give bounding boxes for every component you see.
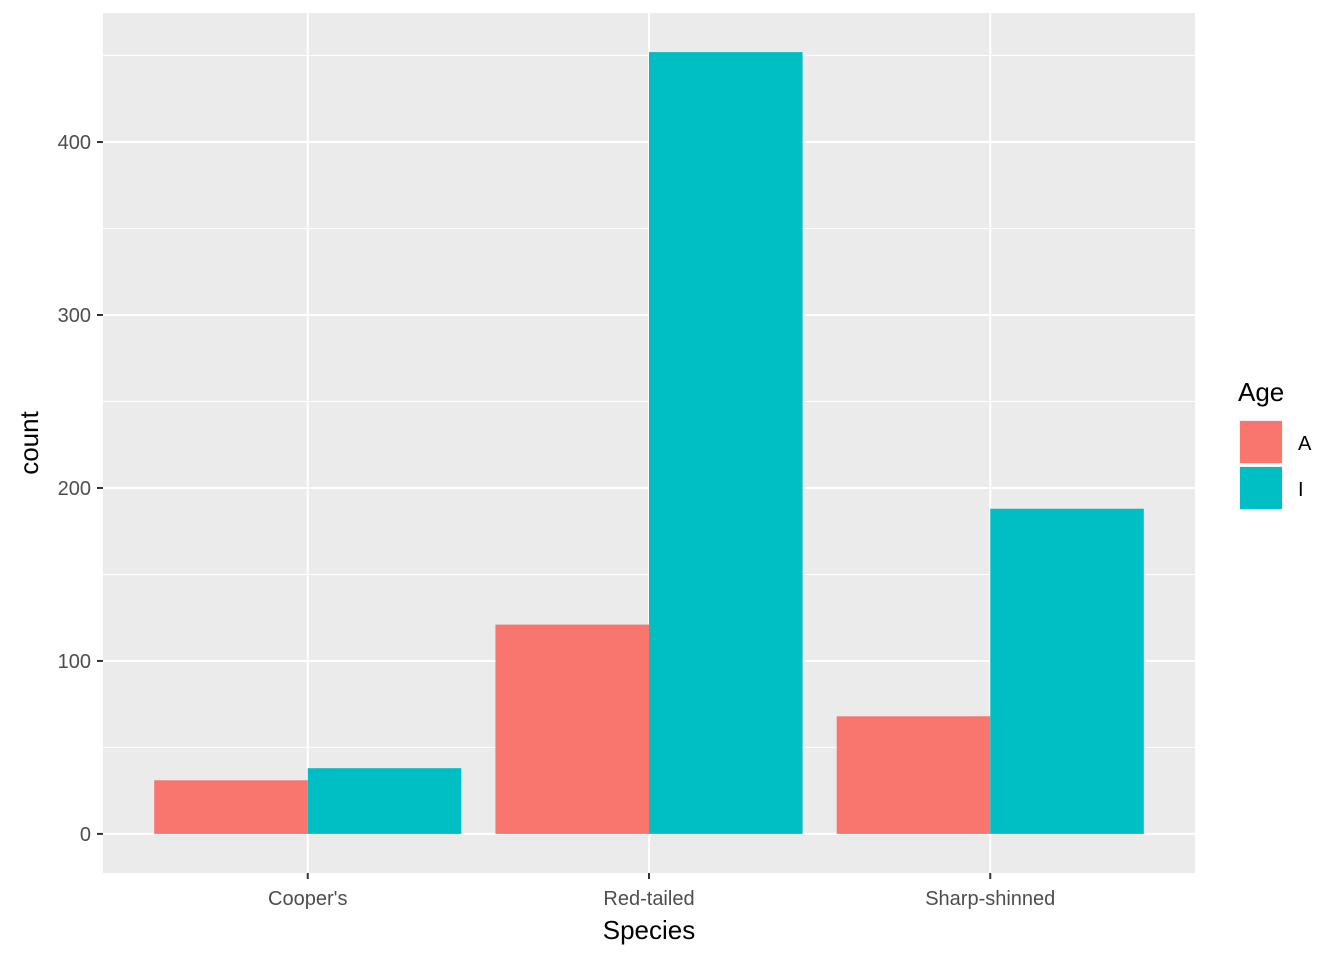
bar-sharp-shinned-i [990,508,1144,834]
y-tick-label: 300 [58,305,91,327]
y-tick-label: 0 [80,824,91,846]
legend-swatch-i [1240,467,1282,509]
bar-red-tailed-i [649,52,803,834]
bar-sharp-shinned-a [836,716,991,834]
y-tick-label: 400 [58,132,91,154]
legend-title: Age [1238,377,1284,407]
x-tick-label: Sharp-shinned [925,888,1055,910]
y-tick-label: 100 [58,651,91,673]
bar-red-tailed-a [495,624,649,834]
x-axis: Cooper's Red-tailed Sharp-shinned [268,873,1055,910]
legend-label-i: I [1298,479,1304,501]
x-tick-label: Cooper's [268,888,347,910]
y-tick-label: 200 [58,478,91,500]
y-axis: 0 100 200 300 400 [58,132,103,846]
y-axis-title: count [14,410,44,474]
legend-swatch-a [1240,421,1282,463]
x-tick-label: Red-tailed [603,888,694,910]
bar-cooper-s-a [154,780,308,834]
legend-items: AI [1239,420,1312,510]
legend: Age AI [1238,377,1312,510]
bars [154,52,1144,834]
legend-label-a: A [1298,433,1312,455]
bar-cooper-s-i [307,768,462,834]
x-axis-title: Species [603,915,696,945]
